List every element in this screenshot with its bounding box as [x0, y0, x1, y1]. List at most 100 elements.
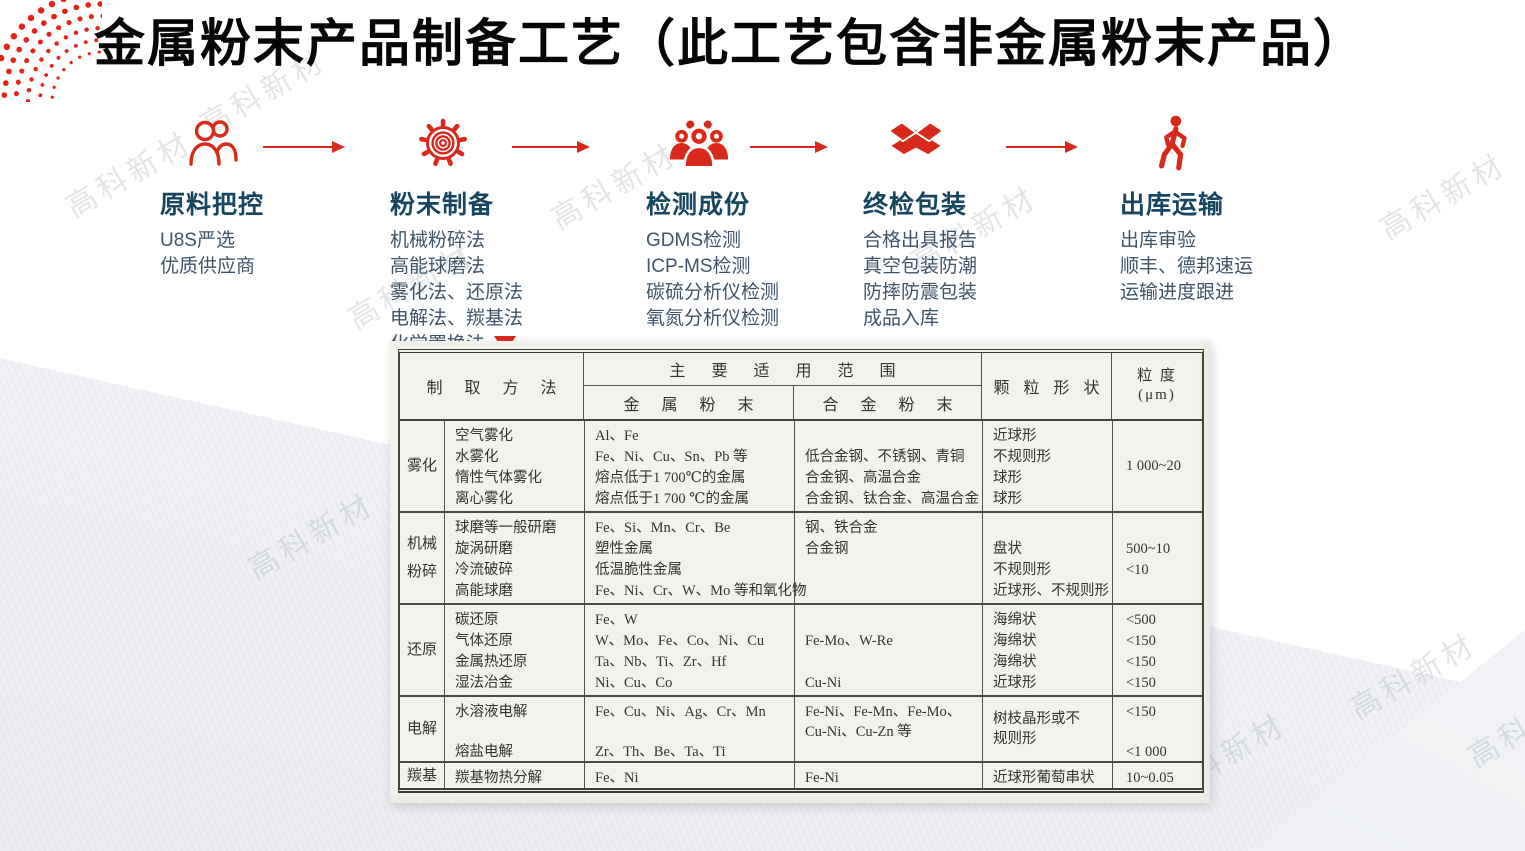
cell-line: 塑性金属 [595, 541, 653, 557]
cell-metal: Fe、Ni [585, 763, 795, 789]
cell-line: 惰性气体雾化 [455, 470, 542, 486]
table-row-1: 雾化 空气雾化 水雾化 惰性气体雾化 离心雾化 Al、Fe Fe、Ni、Cu、Sn、Pb 等… [400, 421, 1202, 511]
cell-line: 金属热还原 [455, 654, 528, 670]
cell-line: 熔点低于1 700℃的金属 [595, 470, 746, 486]
people-pair-icon [160, 110, 266, 176]
header-metal-powder: 金 属 粉 末 [584, 386, 794, 419]
cell-line: 近球形 [993, 675, 1037, 691]
cell-line: 近球形葡萄串状 [993, 770, 1095, 786]
cell-line: 粉碎 [406, 564, 437, 580]
header-scope-group: 主 要 适 用 范 围 金 属 粉 末 合 金 粉 末 [584, 353, 982, 419]
cell-metal: Fe、Si、Mn、Cr、Be 塑性金属 低温脆性金属 Fe、Ni、Cr、W、Mo 等和… [585, 513, 807, 603]
step-item: 顺丰、德邦速运 [1120, 256, 1254, 277]
team-icon [646, 110, 752, 176]
cell-line [993, 518, 1110, 539]
step-item: 电解法、羰基法 [390, 308, 524, 329]
cell-line: Fe、Cu、Ni、Ag、Cr、Mn [595, 704, 766, 720]
step-item: 机械粉碎法 [390, 230, 486, 251]
cell-line: 钢、铁合金 [805, 520, 878, 536]
cell-alloy: 低合金钢、不锈钢、青铜 合金钢、高温合金 合金钢、钛合金、高温合金 [795, 421, 983, 511]
cell-shape: 海绵状 海绵状 海绵状 近球形 [983, 605, 1113, 695]
header-scope: 主 要 适 用 范 围 [584, 353, 981, 386]
scanned-table: 制 取 方 法 主 要 适 用 范 围 金 属 粉 末 合 金 粉 末 颗 粒 … [390, 341, 1210, 803]
cell-line: 旋涡研磨 [455, 541, 513, 557]
step-item: 真空包装防潮 [863, 256, 978, 277]
cell-group: 羰基 [400, 763, 445, 789]
cell-methods: 空气雾化 水雾化 惰性气体雾化 离心雾化 [445, 421, 585, 511]
step-item: 高能球磨法 [390, 256, 486, 277]
step-4: 终检包装 合格出具报告 真空包装防潮 防摔防震包装 成品入库 [863, 110, 977, 332]
cell-methods: 碳还原 气体还原 金属热还原 湿法冶金 [445, 605, 585, 695]
cell-line: Fe-Ni [805, 770, 839, 786]
step-item: GDMS检测 [646, 230, 742, 251]
step-item: 运输进度跟进 [1120, 282, 1235, 303]
step-item: 防摔防震包装 [863, 282, 978, 303]
cell-metal: Al、Fe Fe、Ni、Cu、Sn、Pb 等熔点低于1 700℃的金属 熔点低于1 … [585, 421, 795, 511]
step-item: 氧氮分析仪检测 [646, 308, 780, 329]
step-items: GDMS检测 ICP-MS检测 碳硫分析仪检测 氧氮分析仪检测 [646, 228, 779, 332]
cell-group: 电解 [400, 697, 445, 761]
header-method: 制 取 方 法 [400, 353, 584, 419]
cell-methods: 水溶液电解 熔盐电解 [445, 697, 585, 761]
cell-line: Ni、Cu、Co [595, 675, 673, 691]
step-title: 出库运输 [1120, 191, 1225, 219]
cell-line: <150 [1126, 654, 1156, 670]
cell-shape: 树枝晶形或不 规则形 [983, 697, 1113, 761]
watermark: 高科新材 [1374, 147, 1513, 247]
cell-size: 500~10 <10 [1113, 513, 1202, 603]
table-body: 雾化 空气雾化 水雾化 惰性气体雾化 离心雾化 Al、Fe Fe、Ni、Cu、Sn、Pb 等… [400, 421, 1202, 789]
cell-line: <150 [1126, 675, 1156, 691]
step-item: 合格出具报告 [863, 230, 978, 251]
header-particle-size: 粒 度 (μm) [1137, 368, 1177, 403]
dotted-arc-decoration [0, 0, 102, 102]
cell-line: 合金钢 [805, 541, 849, 557]
cell-line: Ta、Nb、Ti、Zr、Hf [595, 654, 727, 670]
cell-size: <150 <1 000 [1113, 697, 1202, 761]
cell-line: Fe-Ni、Fe-Mn、Fe-Mo、 [805, 704, 962, 720]
step-items: U8S严选 优质供应商 [160, 228, 266, 280]
step-3: 检测成份 GDMS检测 ICP-MS检测 碳硫分析仪检测 氧氮分析仪检测 [646, 110, 779, 332]
flow-arrow-icon [263, 141, 345, 153]
cell-line: Fe、Si、Mn、Cr、Be [595, 520, 731, 536]
cell-line: Zr、Th、Be、Ta、Ti [595, 744, 726, 760]
cell-line: 碳还原 [455, 612, 499, 628]
cell-line: 近球形 [993, 428, 1037, 444]
cell-line: Fe、Ni、Cr、W、Mo 等和氧化物 [595, 583, 807, 599]
cell-line: <150 [1126, 633, 1156, 649]
cell-line: 不规则形 [993, 449, 1051, 465]
step-item: 出库审验 [1120, 230, 1197, 251]
cell-line: 低合金钢、不锈钢、青铜 [805, 449, 965, 465]
cell-alloy: Fe-Ni [795, 763, 983, 789]
table-row-5: 羰基 羰基物热分解 Fe、Ni Fe-Ni 近球形葡萄串状 10~0.05 [400, 761, 1202, 789]
cell-line: 空气雾化 [455, 428, 513, 444]
cell-methods: 羰基物热分解 [445, 763, 585, 789]
cell-line: 规则形 [993, 731, 1037, 747]
flow-arrow-icon [512, 141, 590, 153]
cell-line: Fe、W [595, 612, 638, 628]
step-title: 检测成份 [646, 191, 751, 219]
cell-line: 10~0.05 [1126, 770, 1174, 786]
cell-group: 还原 [400, 605, 445, 695]
cell-line: Fe、Ni [595, 770, 639, 786]
cell-line [455, 722, 582, 742]
cell-line: W、Mo、Fe、Co、Ni、Cu [595, 633, 765, 649]
cell-size: 10~0.05 [1113, 763, 1202, 789]
cell-line: Fe、Ni、Cu、Sn、Pb 等 [595, 449, 748, 465]
cell-line: Cu-Ni [805, 675, 842, 691]
flow-arrow-icon [1006, 141, 1078, 153]
gear-icon [390, 110, 496, 176]
cell-line: 500~10 [1126, 541, 1171, 557]
cell-line: <1 000 [1126, 744, 1167, 760]
header-alloy-powder: 合 金 粉 末 [822, 396, 962, 414]
cell-line: 不规则形 [993, 562, 1051, 578]
cell-line: 海绵状 [993, 612, 1037, 628]
cell-line: 高能球磨 [455, 583, 513, 599]
cell-line: 球形 [993, 470, 1022, 486]
cell-line: 机械 [406, 536, 437, 552]
cell-line: Al、Fe [595, 428, 639, 444]
cell-line: 雾化 [406, 458, 437, 474]
step-1: 原料把控 U8S严选 优质供应商 [160, 110, 266, 280]
cell-line [805, 426, 980, 447]
cell-metal: Fe、Cu、Ni、Ag、Cr、Mn Zr、Th、Be、Ta、Ti [585, 697, 795, 761]
